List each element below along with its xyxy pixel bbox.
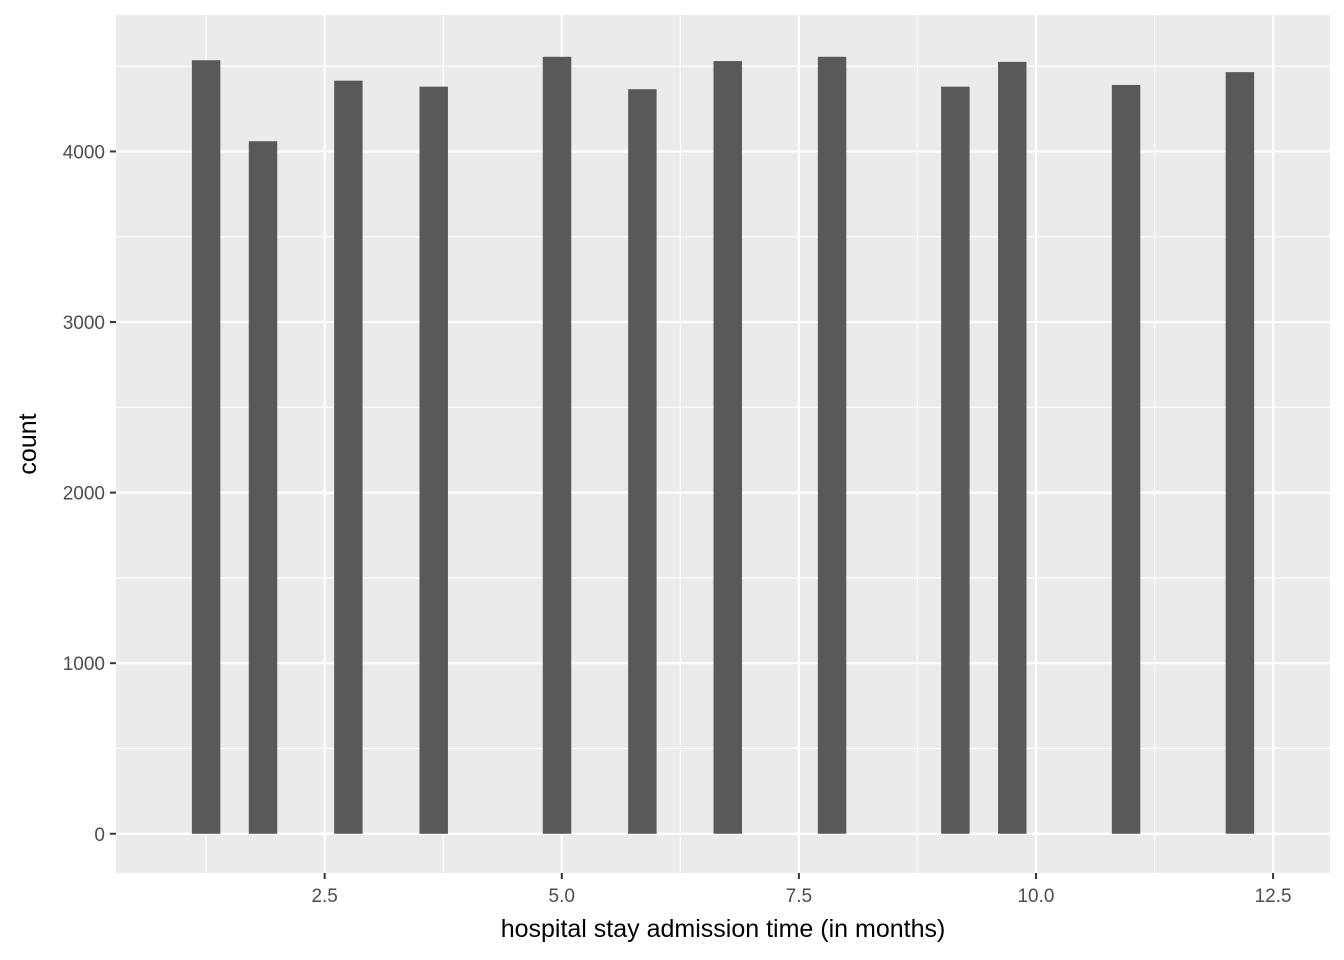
bar [248, 141, 278, 834]
bar [191, 60, 221, 834]
y-tick-label: 0 [94, 825, 105, 846]
bar [941, 86, 970, 834]
x-tick-label: 5.0 [549, 886, 575, 907]
bar [334, 80, 363, 834]
x-tick-label: 7.5 [786, 886, 812, 907]
bar [419, 86, 448, 834]
x-axis: 2.5 5.0 7.5 10.0 12.5 [311, 873, 1292, 907]
bar [1225, 72, 1255, 834]
y-axis-title: count [14, 413, 42, 474]
x-tick-label: 10.0 [1017, 886, 1054, 907]
bar [713, 61, 742, 834]
y-tick-label: 3000 [63, 313, 105, 334]
bar [542, 56, 572, 834]
y-tick-label: 1000 [63, 654, 105, 675]
bars [191, 56, 1255, 834]
bar [998, 61, 1027, 834]
bar [817, 56, 847, 834]
x-tick-label: 12.5 [1255, 886, 1292, 907]
x-axis-title: hospital stay admission time (in months) [501, 915, 946, 943]
bar [1111, 84, 1141, 834]
y-tick-label: 4000 [63, 142, 105, 163]
bar [628, 89, 657, 834]
x-tick-label: 2.5 [311, 886, 337, 907]
y-tick-label: 2000 [63, 484, 105, 505]
y-axis: 0 1000 2000 3000 4000 [63, 142, 116, 846]
